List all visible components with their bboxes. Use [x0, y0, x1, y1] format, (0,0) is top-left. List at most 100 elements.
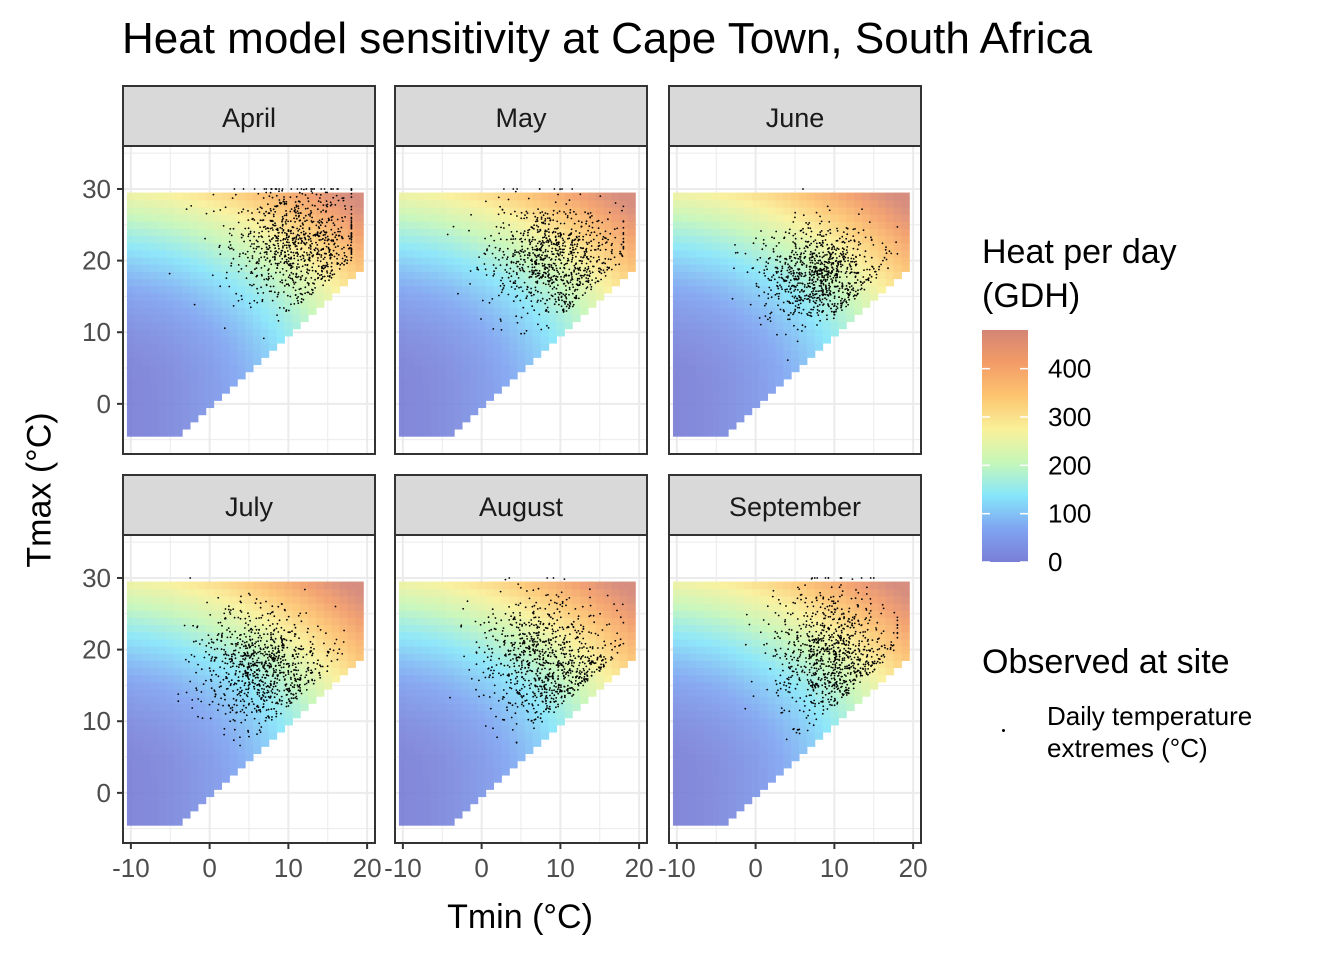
heat-tile — [477, 385, 487, 394]
observed-point — [274, 247, 277, 250]
observed-point — [580, 276, 583, 279]
heat-tile — [501, 342, 510, 351]
heat-tile — [276, 335, 286, 344]
heat-tile — [501, 328, 510, 337]
heat-tile — [126, 393, 136, 401]
observed-point — [329, 201, 332, 204]
heat-tile — [524, 292, 534, 301]
heat-tile — [406, 414, 416, 423]
observed-point — [557, 291, 559, 294]
heat-tile — [564, 292, 573, 301]
observed-point — [300, 298, 303, 300]
heat-tile — [767, 385, 776, 394]
observed-point — [825, 273, 828, 276]
observed-point — [350, 241, 353, 244]
observed-point — [854, 228, 856, 230]
heat-tile — [822, 192, 832, 201]
observed-point — [818, 252, 820, 255]
observed-point — [571, 188, 574, 190]
heat-tile — [556, 285, 565, 294]
heat-tile — [260, 242, 270, 251]
heat-tile — [838, 214, 847, 222]
observed-point — [561, 248, 564, 251]
heat-tile — [501, 214, 510, 222]
heat-tile — [252, 328, 262, 337]
observed-point — [522, 232, 525, 235]
observed-point — [520, 250, 523, 253]
heat-tile — [704, 257, 713, 265]
observed-point — [788, 257, 791, 260]
observed-point — [538, 272, 541, 275]
observed-point — [759, 256, 762, 259]
observed-point — [523, 281, 526, 284]
heat-tile — [548, 307, 558, 315]
heat-tile — [197, 192, 207, 201]
observed-point — [585, 222, 587, 225]
heat-tile — [268, 335, 278, 344]
heat-tile — [540, 285, 550, 294]
observed-point — [591, 271, 594, 274]
observed-point — [518, 286, 520, 289]
observed-point — [896, 252, 899, 255]
heat-tile — [414, 235, 424, 244]
observed-point — [278, 262, 280, 265]
heat-tile — [548, 192, 558, 201]
observed-point — [247, 256, 249, 259]
observed-point — [304, 292, 306, 295]
heat-tile — [720, 285, 729, 294]
heat-tile — [814, 328, 824, 337]
heat-tile — [619, 206, 628, 215]
heat-tile — [595, 257, 605, 265]
observed-point — [314, 278, 316, 281]
heat-tile — [454, 214, 463, 222]
observed-point — [322, 234, 325, 237]
observed-point — [815, 293, 818, 295]
observed-point — [297, 263, 299, 265]
observed-point — [820, 281, 823, 284]
observed-point — [559, 232, 562, 234]
heat-tile — [806, 278, 816, 287]
heat-tile — [422, 271, 432, 280]
heat-tile — [189, 285, 199, 294]
observed-point — [277, 293, 279, 296]
heat-tile — [134, 328, 144, 337]
heat-tile — [564, 192, 573, 201]
observed-point — [567, 282, 570, 285]
heat-tile — [587, 257, 597, 265]
heat-tile — [688, 271, 698, 280]
observed-point — [324, 279, 327, 282]
heat-tile — [798, 314, 808, 323]
observed-point — [319, 274, 321, 277]
observed-point — [527, 234, 529, 237]
heat-tile — [775, 314, 784, 323]
heat-tile — [493, 249, 502, 258]
observed-point — [294, 289, 297, 292]
observed-point — [587, 277, 590, 280]
heat-tile — [260, 307, 270, 315]
heat-tile — [572, 199, 581, 208]
heat-tile — [292, 249, 301, 258]
observed-point — [318, 222, 321, 224]
observed-point — [557, 235, 560, 238]
observed-point — [563, 211, 565, 213]
observed-point — [590, 249, 592, 252]
observed-point — [548, 223, 550, 226]
heat-tile — [846, 221, 855, 229]
heat-tile — [213, 292, 223, 301]
heat-tile — [158, 400, 167, 409]
heat-tile — [414, 385, 424, 394]
observed-point — [346, 244, 349, 247]
observed-point — [570, 232, 573, 234]
observed-point — [480, 318, 482, 320]
heat-tile — [142, 242, 152, 251]
heat-tile — [595, 285, 605, 294]
observed-point — [255, 267, 258, 269]
observed-point — [282, 246, 284, 249]
observed-point — [476, 266, 479, 269]
observed-point — [837, 260, 840, 263]
heat-tile — [688, 264, 698, 272]
heat-tile — [142, 221, 152, 229]
observed-point — [536, 229, 539, 231]
heat-tile — [221, 307, 230, 315]
observed-point — [304, 279, 307, 282]
